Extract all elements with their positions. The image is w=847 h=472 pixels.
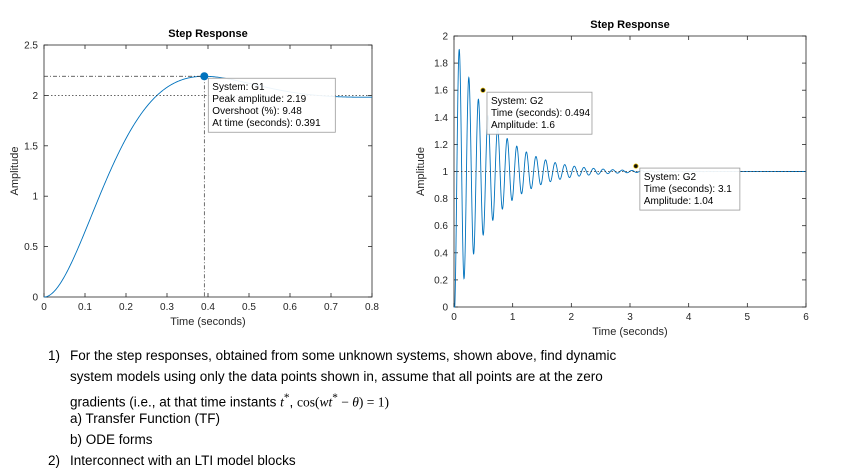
math-sep: , bbox=[289, 394, 298, 410]
y-tick-label: 0.2 bbox=[434, 275, 448, 286]
question-text: 1) For the step responses, obtained from… bbox=[0, 346, 847, 472]
datatip-line: Time (seconds): 3.1 bbox=[644, 184, 732, 195]
y-tick-label: 2 bbox=[32, 91, 38, 102]
y-tick-label: 1.4 bbox=[434, 113, 448, 124]
y-tick-label: 1 bbox=[442, 167, 448, 178]
y-tick-label: 0 bbox=[442, 303, 448, 314]
y-tick-label: 1.6 bbox=[434, 86, 448, 97]
y-tick-label: 2.5 bbox=[24, 41, 38, 52]
y-tick-label: 1.2 bbox=[434, 140, 448, 151]
question-1b: b) ODE forms bbox=[70, 432, 153, 447]
x-tick-label: 0.2 bbox=[119, 302, 133, 313]
datatip-line: Amplitude: 1.6 bbox=[491, 120, 555, 131]
x-tick-label: 5 bbox=[745, 312, 751, 323]
chart-g1: 0 0.1 0.2 0.3 0.4 0.5 0.6 0.7 0.8 0 0.5 1 1.5 2 2.5 Ste… bbox=[9, 28, 379, 328]
math-theta: θ bbox=[352, 394, 359, 410]
y-axis-title: Amplitude bbox=[415, 147, 427, 196]
x-axis-title: Time (seconds) bbox=[592, 326, 667, 338]
datatip-marker bbox=[633, 163, 639, 169]
math-sup-star: * bbox=[283, 392, 290, 404]
x-tick-label: 3 bbox=[627, 312, 633, 323]
x-tick-label: 1 bbox=[510, 312, 516, 323]
y-axis-title: Amplitude bbox=[9, 147, 21, 196]
peak-marker bbox=[200, 72, 209, 81]
datatip-line: System: G2 bbox=[491, 96, 544, 107]
chart-g2: 0 1 2 3 4 5 6 0 0.2 0.4 0.6 0.8 1 1.2 1.4 1.6 1.8 2 Step R… bbox=[415, 19, 809, 338]
math-minus: − bbox=[337, 394, 353, 410]
question-1-line-3: gradients (i.e., at that time instants t… bbox=[70, 388, 389, 413]
question-2-number: 2) bbox=[48, 453, 61, 468]
x-tick-label: 0 bbox=[41, 302, 47, 313]
y-tick-label: 1 bbox=[32, 192, 38, 203]
chart-title: Step Response bbox=[590, 19, 669, 31]
datatip-box bbox=[486, 91, 593, 135]
y-tick-label: 0.5 bbox=[24, 242, 38, 253]
x-tick-label: 0.8 bbox=[365, 302, 379, 313]
x-tick-label: 0.6 bbox=[283, 302, 297, 313]
datatip-line: Peak amplitude: 2.19 bbox=[212, 94, 306, 105]
datatip-line: At time (seconds): 0.391 bbox=[212, 118, 321, 129]
x-tick-label: 0.5 bbox=[242, 302, 256, 313]
datatip-line: Overshoot (%): 9.48 bbox=[212, 106, 302, 117]
question-1-line-3-text: gradients (i.e., at that time instants bbox=[70, 394, 281, 410]
datatip-box bbox=[207, 77, 336, 133]
figure-area: 0 0.1 0.2 0.3 0.4 0.5 0.6 0.7 0.8 0 0.5 1 1.5 2 2.5 Ste… bbox=[9, 19, 809, 338]
step-response-figure: 0 0.1 0.2 0.3 0.4 0.5 0.6 0.7 0.8 0 0.5 1 1.5 2 2.5 Ste… bbox=[9, 19, 809, 338]
datatip-line: System: G1 bbox=[212, 82, 265, 93]
question-2-line-1: Interconnect with an LTI model blocks bbox=[70, 453, 296, 468]
question-1-line-1: For the step responses, obtained from so… bbox=[70, 348, 617, 363]
question-1a: a) Transfer Function (TF) bbox=[70, 411, 221, 426]
y-tick-label: 1.5 bbox=[24, 141, 38, 152]
datatip-line: System: G2 bbox=[644, 172, 697, 183]
y-tick-label: 1.8 bbox=[434, 59, 448, 70]
chart-title: Step Response bbox=[168, 28, 247, 40]
y-tick-label: 2 bbox=[442, 32, 448, 43]
math-cos: cos( bbox=[297, 394, 320, 410]
question-1-number: 1) bbox=[48, 348, 61, 363]
x-tick-label: 0.3 bbox=[160, 302, 174, 313]
x-tick-label: 0.7 bbox=[324, 302, 338, 313]
datatip-line: Time (seconds): 0.494 bbox=[491, 108, 591, 119]
datatip-marker bbox=[480, 87, 486, 93]
math-var-t: t bbox=[280, 394, 284, 410]
x-tick-label: 0.4 bbox=[201, 302, 215, 313]
x-tick-label: 0 bbox=[451, 312, 457, 323]
math-close: ) = 1) bbox=[358, 394, 390, 410]
math-wt: wt bbox=[319, 394, 333, 410]
x-tick-label: 4 bbox=[686, 312, 692, 323]
y-tick-label: 0.8 bbox=[434, 194, 448, 205]
math-sup-star-2: * bbox=[332, 392, 338, 404]
datatip-line: Amplitude: 1.04 bbox=[644, 196, 714, 207]
y-tick-label: 0.4 bbox=[434, 248, 448, 259]
datatip-box bbox=[639, 167, 741, 211]
x-axis-title: Time (seconds) bbox=[170, 316, 245, 328]
question-1-line-2: system models using only the data points… bbox=[70, 369, 603, 384]
x-tick-label: 0.1 bbox=[78, 302, 92, 313]
x-tick-label: 6 bbox=[803, 312, 809, 323]
x-tick-label: 2 bbox=[569, 312, 575, 323]
y-tick-label: 0 bbox=[32, 293, 38, 304]
y-tick-label: 0.6 bbox=[434, 221, 448, 232]
